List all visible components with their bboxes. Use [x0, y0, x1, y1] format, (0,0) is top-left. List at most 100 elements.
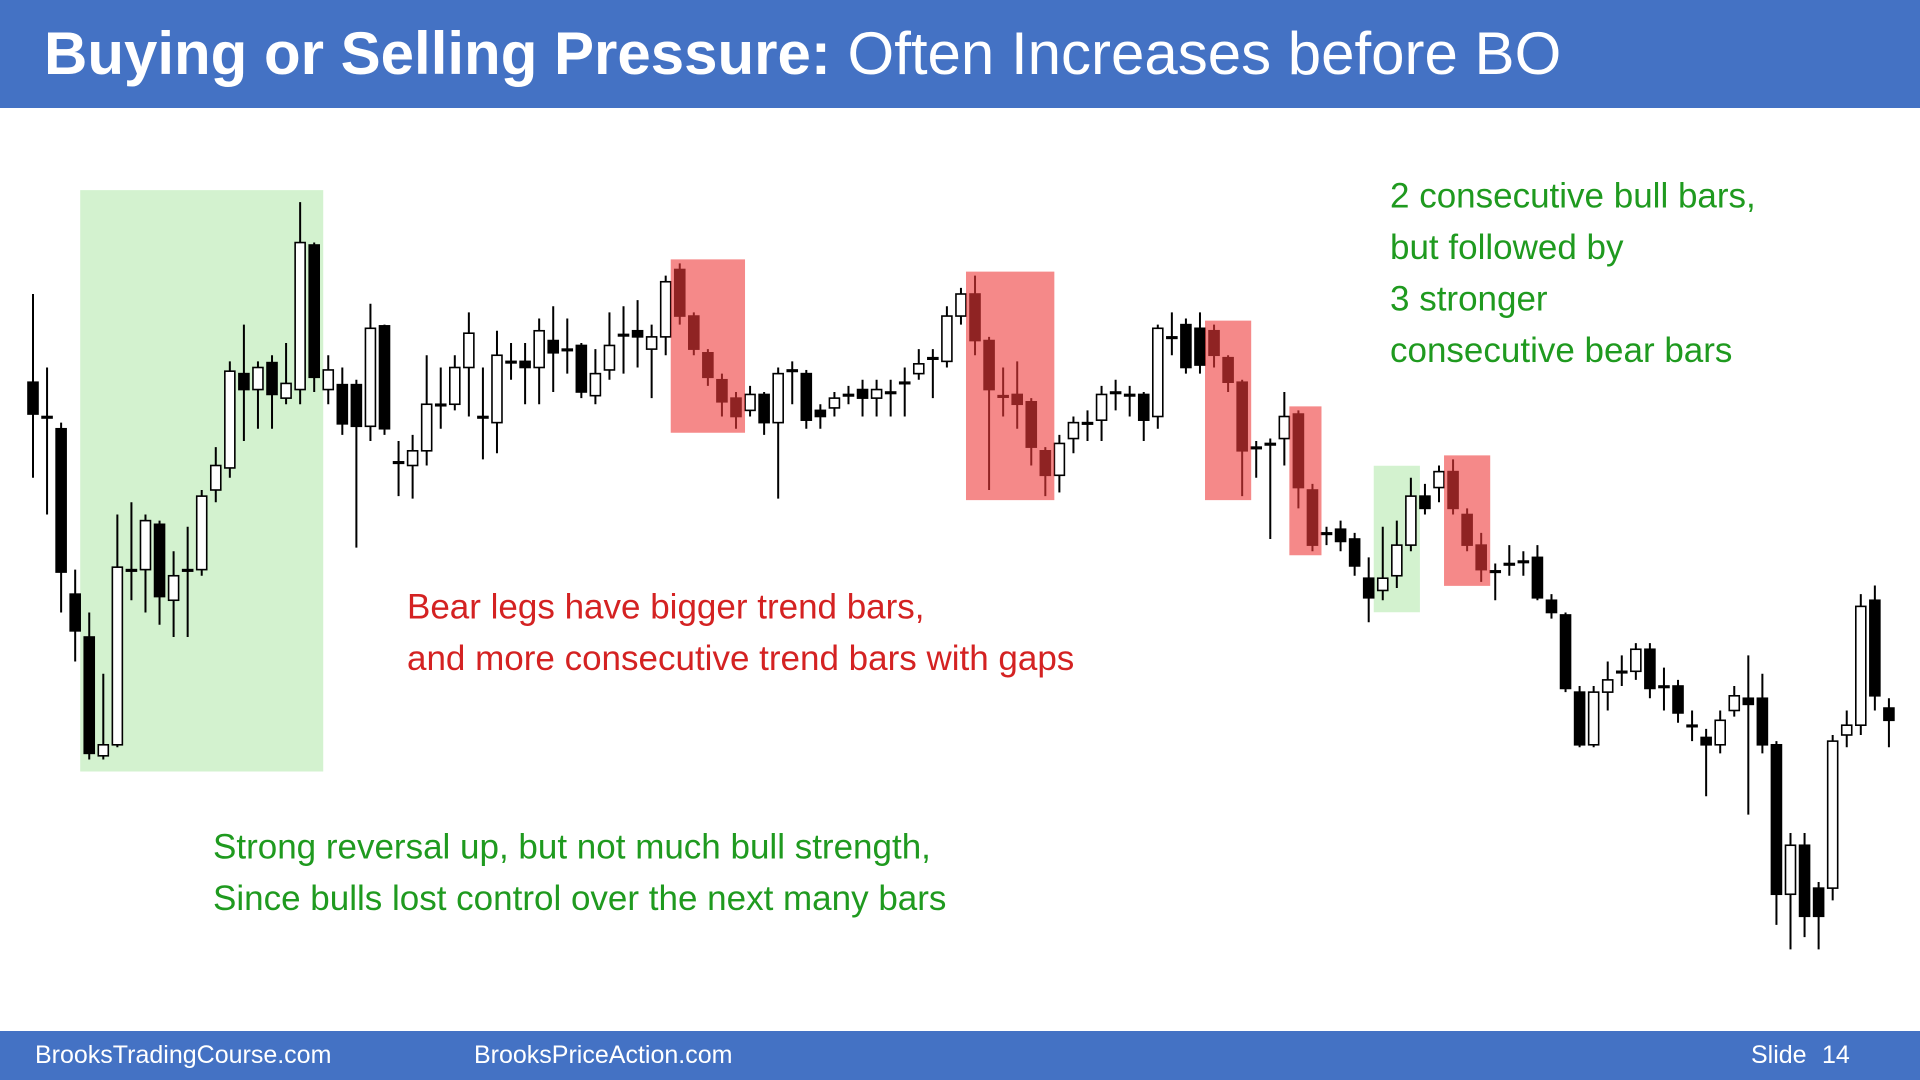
- bull-body: [533, 329, 545, 369]
- bull-body: [912, 363, 925, 375]
- bull-body: [828, 397, 841, 409]
- highlight-box: [1205, 320, 1252, 501]
- bear-body: [814, 409, 827, 418]
- slide-number: 14: [1822, 1041, 1850, 1069]
- bull-body: [1376, 577, 1389, 592]
- bull-body: [1433, 470, 1445, 489]
- bull-body: [406, 449, 419, 467]
- bear-body: [1742, 697, 1755, 706]
- bull-body: [1405, 495, 1417, 546]
- bull-body: [209, 464, 222, 491]
- bear-body: [1812, 887, 1825, 918]
- bull-body: [603, 344, 616, 371]
- bull-body: [280, 382, 292, 399]
- bull-body: [1630, 648, 1642, 673]
- bull-body: [589, 372, 602, 397]
- bear-body: [1770, 743, 1783, 896]
- bear-body: [547, 339, 560, 354]
- bear-body: [83, 636, 96, 755]
- bull-body: [1714, 719, 1726, 746]
- bear-body: [378, 325, 391, 430]
- bear-body: [631, 329, 644, 338]
- highlight-box: [965, 271, 1055, 501]
- footer-left: BrooksTradingCourse.com: [35, 1041, 332, 1069]
- bull-body: [1826, 740, 1839, 889]
- bear-body: [1573, 691, 1586, 746]
- bull-body: [420, 403, 433, 452]
- bear-body: [1348, 538, 1361, 567]
- slide-label: Slide: [1751, 1041, 1807, 1069]
- bear-body: [1194, 327, 1206, 366]
- bear-body: [266, 361, 278, 396]
- bull-body: [744, 393, 756, 412]
- bull-body: [1601, 679, 1614, 693]
- annotation: Strong reversal up, but not much bull st…: [213, 827, 931, 866]
- bull-body: [1728, 694, 1741, 712]
- bear-body: [800, 372, 813, 421]
- bear-body: [434, 403, 447, 407]
- bull-body: [322, 369, 335, 391]
- bear-body: [1644, 648, 1656, 690]
- bear-body: [1180, 323, 1192, 369]
- highlights-over: [670, 259, 1491, 586]
- footer: BrooksTradingCourse.com BrooksPriceActio…: [0, 1031, 1920, 1080]
- bear-body: [884, 391, 897, 395]
- bear-body: [181, 568, 194, 572]
- bear-body: [1559, 614, 1572, 690]
- bull-body: [1067, 421, 1080, 440]
- bear-body: [1334, 528, 1347, 543]
- bull-body: [1840, 724, 1853, 736]
- bear-body: [1700, 736, 1712, 746]
- bear-body: [1517, 560, 1530, 564]
- bear-body: [1362, 577, 1375, 599]
- bear-body: [1756, 697, 1769, 746]
- bear-body: [1489, 570, 1502, 574]
- highlight-box: [1289, 406, 1322, 556]
- bear-body: [842, 393, 855, 397]
- footer-center: BrooksPriceAction.com: [474, 1041, 733, 1069]
- bear-body: [1658, 685, 1670, 689]
- bear-body: [153, 523, 166, 598]
- bull-body: [139, 519, 152, 571]
- bull-body: [491, 354, 503, 424]
- bull-body: [364, 327, 377, 428]
- bear-body: [392, 461, 405, 465]
- bull-body: [224, 370, 236, 469]
- bull-body: [1784, 844, 1797, 896]
- bear-body: [350, 383, 363, 428]
- bull-body: [167, 574, 180, 602]
- bear-body: [505, 360, 517, 364]
- bear-body: [1166, 336, 1178, 340]
- bear-body: [1264, 442, 1277, 446]
- bull-body: [1855, 605, 1867, 726]
- bear-body: [575, 344, 588, 393]
- bear-body: [41, 415, 53, 419]
- bear-body: [1320, 532, 1333, 536]
- bull-body: [1278, 415, 1291, 440]
- bull-body: [772, 372, 784, 424]
- subtitle: Often Increases before BO: [847, 20, 1562, 87]
- bull-body: [97, 743, 110, 757]
- bear-body: [69, 593, 81, 632]
- bull-body: [659, 280, 672, 338]
- bull-body: [448, 366, 461, 406]
- bull-body: [252, 366, 264, 391]
- bear-body: [55, 427, 67, 573]
- bear-body: [1250, 446, 1263, 450]
- bear-body: [856, 388, 869, 399]
- bear-body: [758, 393, 770, 424]
- bear-body: [1419, 495, 1431, 510]
- bear-body: [927, 356, 939, 361]
- bull-body: [1152, 327, 1164, 418]
- bull-body: [294, 241, 306, 391]
- bull-body: [870, 388, 883, 399]
- header: Buying or Selling Pressure: Often Increa…: [0, 0, 1920, 108]
- bull-body: [1391, 544, 1403, 577]
- bear-body: [786, 369, 799, 373]
- annotation: 2 consecutive bull bars,: [1390, 176, 1756, 215]
- bear-body: [1672, 685, 1684, 714]
- bull-body: [1053, 442, 1066, 477]
- bear-body: [1109, 391, 1122, 395]
